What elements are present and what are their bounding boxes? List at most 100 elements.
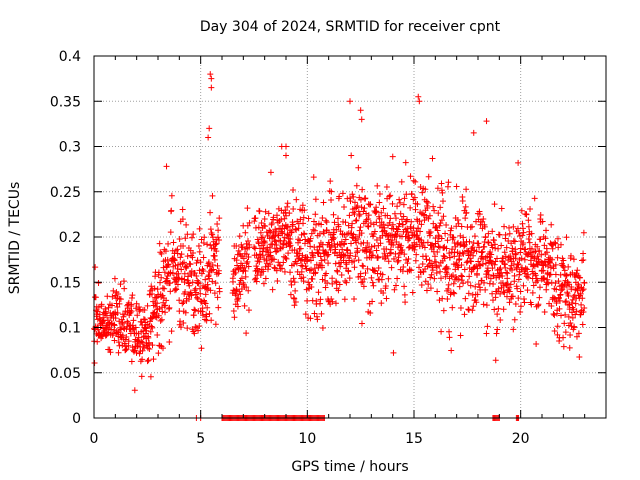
data-point — [389, 200, 396, 207]
data-point — [434, 248, 441, 255]
data-point — [317, 296, 324, 303]
data-point — [433, 224, 440, 231]
data-point — [310, 254, 317, 261]
data-point — [461, 311, 468, 318]
data-point — [201, 299, 208, 306]
data-point — [483, 330, 490, 337]
data-point — [200, 268, 207, 275]
data-point — [355, 164, 362, 171]
data-point — [260, 268, 267, 275]
data-point — [139, 347, 146, 354]
data-point — [537, 236, 544, 243]
data-point — [92, 264, 99, 271]
data-point — [498, 242, 505, 249]
data-point — [455, 276, 462, 283]
data-point — [580, 309, 587, 316]
data-point — [431, 253, 438, 260]
data-point — [457, 305, 464, 312]
data-point — [434, 227, 441, 234]
data-point — [481, 223, 488, 230]
data-point — [300, 214, 307, 221]
data-point — [256, 258, 263, 265]
data-point — [267, 169, 274, 176]
data-point — [392, 250, 399, 257]
data-point — [408, 267, 415, 274]
data-point — [270, 214, 277, 221]
data-point — [119, 332, 126, 339]
data-point — [386, 250, 393, 257]
data-point — [288, 229, 295, 236]
data-point — [387, 215, 394, 222]
data-point — [215, 304, 222, 311]
data-point — [378, 276, 385, 283]
data-point — [309, 276, 316, 283]
data-point — [359, 262, 366, 269]
data-point — [483, 268, 490, 275]
data-point — [168, 328, 175, 335]
x-tick-label: 10 — [298, 431, 316, 447]
data-point — [401, 195, 408, 202]
data-point — [446, 254, 453, 261]
data-point — [406, 235, 413, 242]
data-point — [114, 290, 121, 297]
data-point — [358, 240, 365, 247]
data-point — [459, 198, 466, 205]
data-point — [570, 256, 577, 263]
data-point — [449, 304, 456, 311]
data-point — [188, 292, 195, 299]
data-point — [182, 309, 189, 316]
data-point — [155, 350, 162, 357]
data-point — [269, 286, 276, 293]
data-point — [184, 253, 191, 260]
data-point — [541, 275, 548, 282]
data-point — [328, 188, 335, 195]
data-point — [335, 223, 342, 230]
data-point — [433, 269, 440, 276]
data-point — [459, 273, 466, 280]
data-point — [397, 199, 404, 206]
data-point — [511, 278, 518, 285]
data-point — [211, 290, 218, 297]
data-point — [353, 239, 360, 246]
data-point — [421, 244, 428, 251]
data-point — [243, 260, 250, 267]
data-point — [556, 297, 563, 304]
data-point — [552, 280, 559, 287]
data-point — [207, 226, 214, 233]
data-point — [310, 218, 317, 225]
data-point — [369, 298, 376, 305]
data-point — [487, 275, 494, 282]
data-point — [287, 242, 294, 249]
data-point — [343, 279, 350, 286]
data-point — [356, 211, 363, 218]
data-point — [243, 284, 250, 291]
data-point — [151, 285, 158, 292]
data-point — [414, 232, 421, 239]
data-point — [438, 235, 445, 242]
data-point — [336, 281, 343, 288]
data-point — [400, 213, 407, 220]
y-tick-label: 0.3 — [59, 140, 81, 156]
data-point — [332, 260, 339, 267]
data-point — [465, 306, 472, 313]
data-point — [158, 250, 165, 257]
data-point — [375, 265, 382, 272]
data-point — [451, 290, 458, 297]
data-point — [379, 271, 386, 278]
data-point — [521, 256, 528, 263]
data-point — [145, 334, 152, 341]
data-point — [187, 289, 194, 296]
data-point — [362, 195, 369, 202]
data-point — [402, 299, 409, 306]
data-point — [552, 240, 559, 247]
data-point — [389, 153, 396, 160]
data-point — [509, 293, 516, 300]
data-point — [176, 297, 183, 304]
data-point — [177, 318, 184, 325]
data-point — [367, 220, 374, 227]
data-point — [329, 275, 336, 282]
data-point — [541, 242, 548, 249]
data-point — [280, 259, 287, 266]
data-point — [337, 263, 344, 270]
data-point — [174, 281, 181, 288]
